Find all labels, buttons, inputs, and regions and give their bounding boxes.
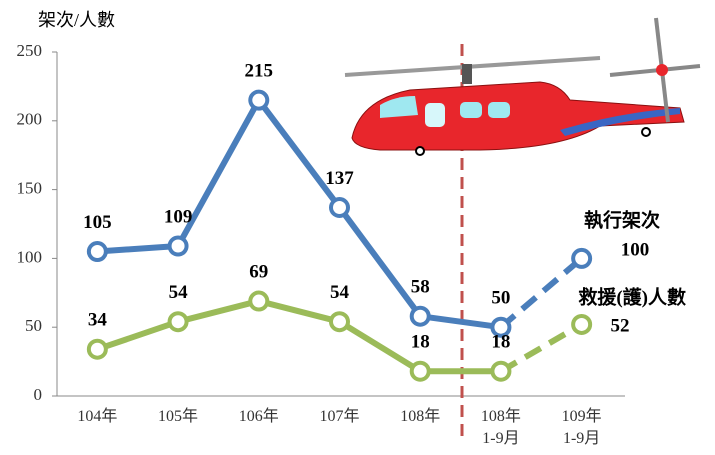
x-tick-label: 106年 — [238, 408, 279, 425]
x-tick-label: 104年 — [77, 408, 118, 425]
y-tick-label: 150 — [17, 179, 43, 198]
y-tick-label: 0 — [34, 385, 43, 404]
data-label: 137 — [325, 168, 354, 189]
series-label: 執行架次 — [584, 208, 660, 231]
data-point — [409, 305, 431, 327]
data-label: 100 — [621, 239, 650, 260]
data-point — [86, 338, 108, 360]
data-label: 109 — [164, 206, 193, 227]
data-label: 69 — [249, 261, 268, 282]
x-tick-label: 108年 1-9月 — [480, 408, 521, 447]
x-tick-label: 109年 1-9月 — [561, 408, 602, 447]
data-point — [571, 313, 593, 335]
x-tick-label: 105年 — [158, 408, 199, 425]
series-line — [499, 321, 584, 374]
data-point — [167, 235, 189, 257]
data-label: 215 — [245, 61, 274, 82]
data-point — [248, 290, 270, 312]
data-label: 18 — [411, 332, 430, 353]
series-line — [96, 298, 501, 375]
helicopter — [344, 17, 701, 156]
data-label: 34 — [88, 310, 108, 331]
data-point — [329, 311, 350, 333]
y-tick-label: 50 — [25, 316, 42, 335]
data-point — [409, 360, 431, 382]
data-label: 54 — [330, 282, 350, 303]
data-point — [571, 247, 593, 269]
data-point — [167, 311, 189, 333]
data-point — [490, 360, 512, 382]
data-point — [86, 241, 108, 263]
data-point — [490, 316, 512, 338]
y-tick-label: 100 — [17, 247, 43, 266]
y-tick-label: 250 — [17, 41, 43, 60]
data-point — [329, 196, 350, 218]
data-label: 52 — [611, 315, 630, 336]
x-tick-label: 107年 — [319, 408, 360, 425]
data-label: 18 — [491, 332, 510, 353]
data-label: 50 — [491, 288, 510, 309]
y-tick-label: 200 — [17, 110, 43, 129]
data-label: 54 — [169, 282, 189, 303]
y-axis-label: 架次/人數 — [38, 10, 115, 30]
series-label: 救援(護)人數 — [578, 285, 686, 308]
x-tick-label: 108年 — [400, 408, 441, 425]
series-line — [97, 97, 502, 331]
data-point — [248, 89, 270, 111]
data-label: 105 — [83, 212, 112, 233]
data-label: 58 — [411, 277, 430, 298]
series-line — [498, 256, 584, 330]
